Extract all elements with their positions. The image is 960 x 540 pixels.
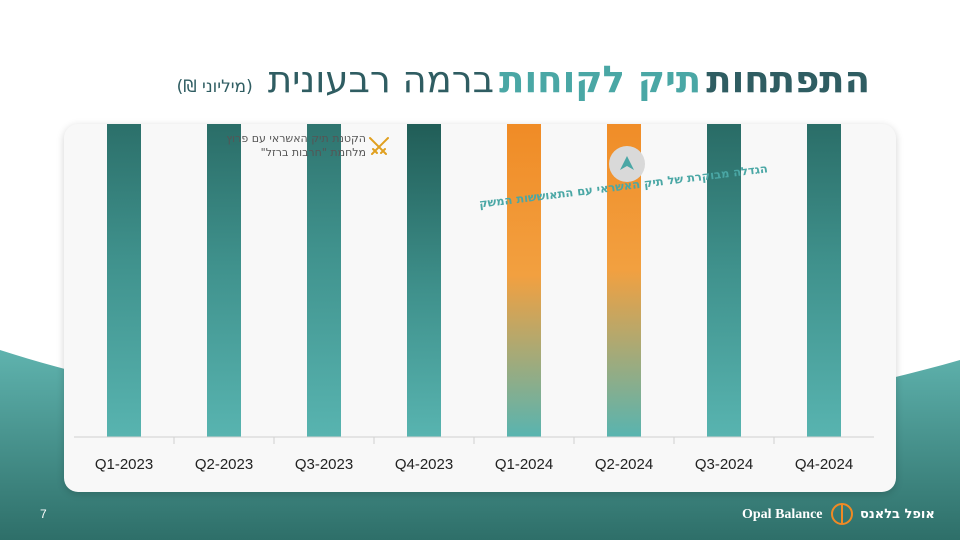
bar-q2-2023 xyxy=(207,124,241,437)
x-tick-q3-2023: Q3-2023 xyxy=(295,456,353,473)
page-number: 7 xyxy=(40,507,47,521)
title-part-2: תיק לקוחות xyxy=(499,58,702,101)
bar-q3-2024 xyxy=(707,124,741,437)
x-tick-q4-2024: Q4-2024 xyxy=(795,456,853,473)
decline-annotation: הקטנת תיק האשראי עם פרוץ מלחמת "חרבות בר… xyxy=(226,132,366,159)
logo-hebrew-text: אופל בלאנס xyxy=(860,507,935,522)
x-tick-q1-2023: Q1-2023 xyxy=(95,456,153,473)
title-unit: (מיליוני ₪) xyxy=(176,77,253,97)
logo-english-text: Opal Balance xyxy=(742,507,823,522)
x-tick-q3-2024: Q3-2024 xyxy=(695,456,753,473)
bar-chart: 412Q1-2023399Q2-2023440Q3-2023333Q4-2023… xyxy=(74,124,874,473)
bar-q3-2023 xyxy=(307,124,341,437)
bar-q1-2024 xyxy=(507,124,541,438)
bar-q1-2023 xyxy=(107,124,141,438)
x-tick-q4-2023: Q4-2023 xyxy=(395,456,453,473)
crossed-swords-icon xyxy=(369,137,389,155)
title-part-1: התפתחות xyxy=(706,58,870,101)
x-tick-q1-2024: Q1-2024 xyxy=(495,456,553,473)
page-title: התפתחות תיק לקוחות ברמה רבעונית (מיליוני… xyxy=(40,58,870,101)
bar-q4-2024 xyxy=(807,124,841,437)
logo-mark-icon xyxy=(831,503,853,525)
chart-card: 412Q1-2023399Q2-2023440Q3-2023333Q4-2023… xyxy=(64,124,896,492)
up-arrow-icon xyxy=(609,146,645,182)
title-part-3: ברמה רבעונית xyxy=(267,58,495,101)
bar-q4-2023 xyxy=(407,124,441,438)
x-tick-q2-2024: Q2-2024 xyxy=(595,456,653,473)
x-tick-q2-2023: Q2-2023 xyxy=(195,456,253,473)
